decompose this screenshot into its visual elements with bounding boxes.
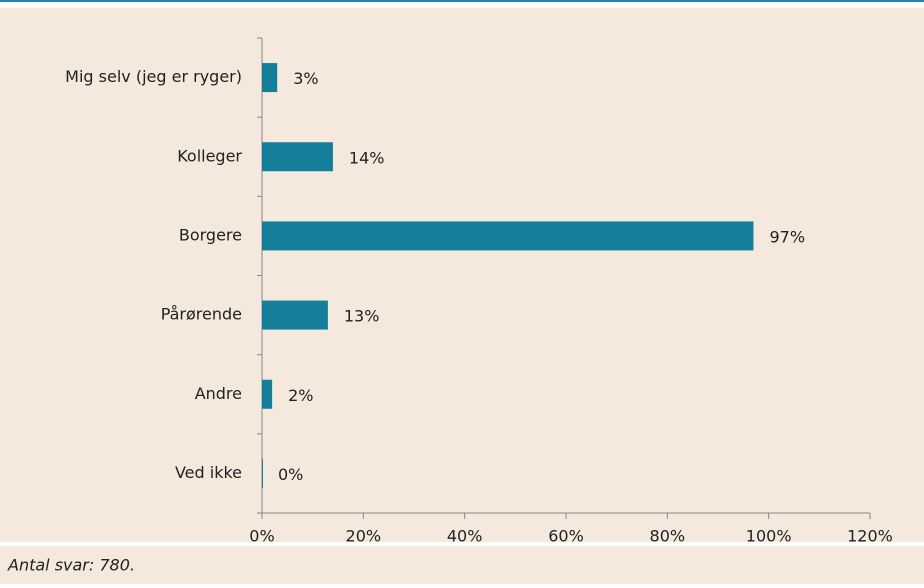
x-tick-label: 0% <box>249 527 274 546</box>
value-label: 2% <box>288 386 313 405</box>
x-tick-label: 20% <box>346 527 382 546</box>
chart-panel <box>0 8 924 542</box>
top-rule <box>0 0 924 2</box>
value-label: 14% <box>349 148 385 167</box>
x-tick-label: 60% <box>548 527 584 546</box>
x-tick-label: 120% <box>847 527 893 546</box>
y-tick-label: Ved ikke <box>175 463 242 482</box>
bar <box>262 458 263 488</box>
bar <box>262 63 278 93</box>
note: Antal svar: 780. <box>7 556 135 575</box>
y-tick-label: Pårørende <box>161 305 242 324</box>
value-label: 13% <box>344 307 380 326</box>
y-tick-label: Andre <box>195 384 242 403</box>
y-tick-label: Borgere <box>179 225 242 244</box>
value-label: 0% <box>278 465 303 484</box>
bar <box>262 221 754 251</box>
x-tick-label: 40% <box>447 527 483 546</box>
note-panel <box>0 546 924 584</box>
x-tick-label: 80% <box>650 527 686 546</box>
value-label: 97% <box>769 227 805 246</box>
bar <box>262 379 273 409</box>
value-label: 3% <box>293 69 318 88</box>
y-tick-label: Kolleger <box>177 146 242 165</box>
bar <box>262 300 328 330</box>
y-tick-label: Mig selv (jeg er ryger) <box>65 67 242 86</box>
bar <box>262 142 333 172</box>
x-tick-label: 100% <box>746 527 792 546</box>
